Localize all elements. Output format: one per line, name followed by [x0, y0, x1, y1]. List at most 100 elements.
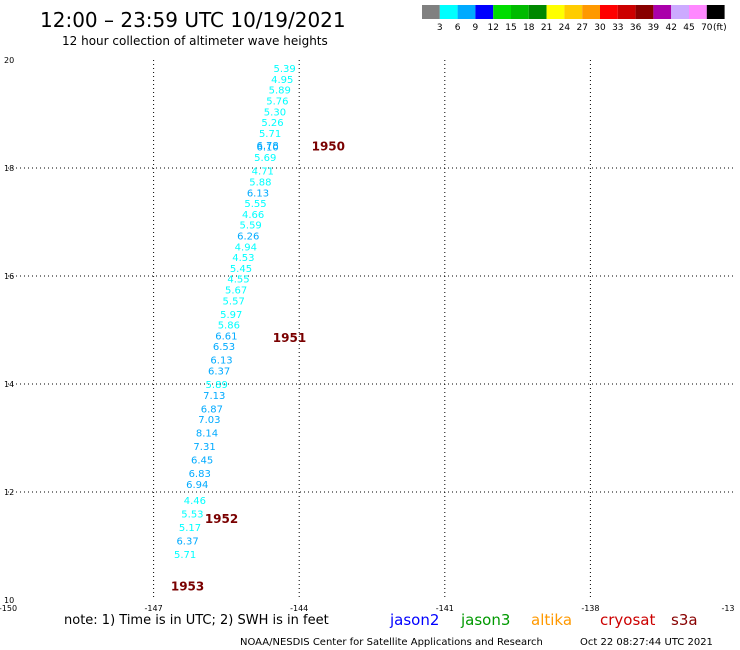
x-tick-label: -138 — [581, 604, 599, 613]
swh-value-label: 5.88 — [249, 178, 271, 189]
y-tick-label: 12 — [4, 488, 14, 497]
chart-subtitle: 12 hour collection of altimeter wave hei… — [62, 34, 328, 48]
swh-value-label: 5.55 — [244, 199, 266, 210]
satellite-legend: jason2 jason3 altika cryosat s3a — [389, 611, 698, 629]
swh-value-label: 4.46 — [184, 496, 206, 507]
color-scale-label: 15 — [505, 23, 516, 33]
color-swatch — [528, 5, 547, 19]
color-scale-label: 24 — [559, 23, 571, 33]
swh-value-label: 5.53 — [181, 510, 203, 521]
time-label: 1951 — [273, 331, 306, 345]
color-swatch — [439, 5, 458, 19]
swh-value-label: 5.17 — [179, 523, 201, 534]
time-labels: 1950 1951 1952 1953 — [171, 139, 345, 593]
y-tick-label: 16 — [4, 272, 14, 281]
color-swatch — [706, 5, 725, 19]
swh-value-label: 4.53 — [232, 253, 254, 264]
color-swatch — [635, 5, 654, 19]
swh-value-label: 5.69 — [254, 153, 276, 164]
swh-value-label: 5.89 — [269, 86, 291, 97]
time-label: 1953 — [171, 580, 204, 594]
color-swatch — [600, 5, 618, 19]
color-scale-label: 3 — [437, 23, 443, 33]
satellite-jason2: jason2 — [389, 611, 439, 629]
swh-value-label: 6.13 — [247, 188, 269, 199]
color-scale-legend: 3 6 9 12 15 18 21 24 27 30 33 36 39 42 45 70 (ft) — [422, 5, 727, 33]
color-scale-label: 36 — [630, 23, 642, 33]
satellite-jason3: jason3 — [460, 611, 510, 629]
swh-value-label: 8.14 — [196, 429, 218, 440]
swh-value-label: 5.39 — [274, 64, 296, 75]
color-scale-label: 70 — [701, 23, 713, 33]
color-scale-label: 6 — [455, 23, 461, 33]
swh-value-label: 5.57 — [223, 296, 245, 307]
swh-value-label: 5.26 — [261, 118, 283, 129]
y-tick-label: 10 — [4, 596, 14, 605]
swh-value-label: 5.30 — [264, 107, 286, 118]
swh-value-label: 7.13 — [203, 391, 225, 402]
color-scale-label: 33 — [612, 23, 623, 33]
color-scale-label: 9 — [473, 23, 479, 33]
swh-value-label: 5.71 — [174, 550, 196, 561]
y-tick-label: 20 — [4, 56, 14, 65]
color-scale-label: 21 — [541, 23, 552, 33]
swh-value-label: 6.45 — [191, 456, 213, 467]
footer-note: note: 1) Time is in UTC; 2) SWH is in fe… — [64, 613, 329, 628]
color-scale-label: 42 — [665, 23, 676, 33]
swh-value-label: 6.83 — [189, 469, 211, 480]
swh-value-label: 4.71 — [252, 167, 274, 178]
time-label: 1952 — [205, 512, 238, 526]
color-swatch — [422, 5, 440, 19]
footer-timestamp: Oct 22 08:27:44 UTC 2021 — [580, 637, 713, 648]
color-scale-label: 27 — [576, 23, 587, 33]
swh-value-label: 4.94 — [235, 242, 257, 253]
swh-value-label: 6.37 — [208, 367, 230, 378]
footer-credit: NOAA/NESDIS Center for Satellite Applica… — [240, 637, 543, 648]
color-swatch — [564, 5, 583, 19]
satellite-altika: altika — [531, 611, 572, 629]
swh-value-label: 5.67 — [225, 286, 247, 297]
swh-value-label: 6.78 — [257, 141, 279, 152]
swh-value-label: 6.61 — [215, 331, 237, 342]
x-tick-label: -13 — [721, 604, 734, 613]
swh-value-label: 5.89 — [206, 380, 228, 391]
color-scale-unit: (ft) — [713, 23, 727, 33]
swh-value-label: 6.26 — [237, 232, 259, 243]
swh-value-label: 7.03 — [198, 415, 220, 426]
swh-value-label: 5.59 — [240, 221, 262, 232]
swh-value-label: 5.45 — [230, 264, 252, 275]
swh-value-label: 5.86 — [218, 321, 240, 332]
color-swatch — [671, 5, 689, 19]
swh-value-label: 5.71 — [259, 129, 281, 140]
x-tick-label: -147 — [145, 604, 163, 613]
swh-value-label: 4.66 — [242, 210, 264, 221]
color-swatch — [546, 5, 565, 19]
color-swatch — [457, 5, 476, 19]
swh-value-label: 7.31 — [193, 442, 215, 453]
swh-value-label: 4.95 — [271, 75, 293, 86]
y-tick-label: 18 — [4, 164, 14, 173]
color-swatch — [582, 5, 600, 19]
color-swatch — [617, 5, 636, 19]
color-scale-label: 45 — [683, 23, 694, 33]
swh-value-label: 6.94 — [186, 480, 208, 491]
x-tick-label: -141 — [436, 604, 454, 613]
y-tick-label: 14 — [4, 380, 14, 389]
satellite-s3a: s3a — [671, 611, 698, 629]
swh-value-label: 5.76 — [266, 97, 288, 108]
swh-value-label: 6.37 — [176, 537, 198, 548]
color-swatch — [689, 5, 707, 19]
color-swatch — [653, 5, 672, 19]
color-swatch — [511, 5, 529, 19]
color-scale-label: 18 — [523, 23, 535, 33]
time-label: 1950 — [312, 139, 345, 153]
color-scale-label: 12 — [487, 23, 498, 33]
wave-height-observations: 5.394.955.895.765.305.265.716.786.105.69… — [174, 64, 296, 561]
swh-value-label: 4.55 — [227, 275, 249, 286]
color-swatch — [493, 5, 511, 19]
color-scale-label: 30 — [594, 23, 606, 33]
swh-value-label: 6.53 — [213, 342, 235, 353]
satellite-cryosat: cryosat — [600, 611, 655, 629]
color-swatch — [475, 5, 494, 19]
